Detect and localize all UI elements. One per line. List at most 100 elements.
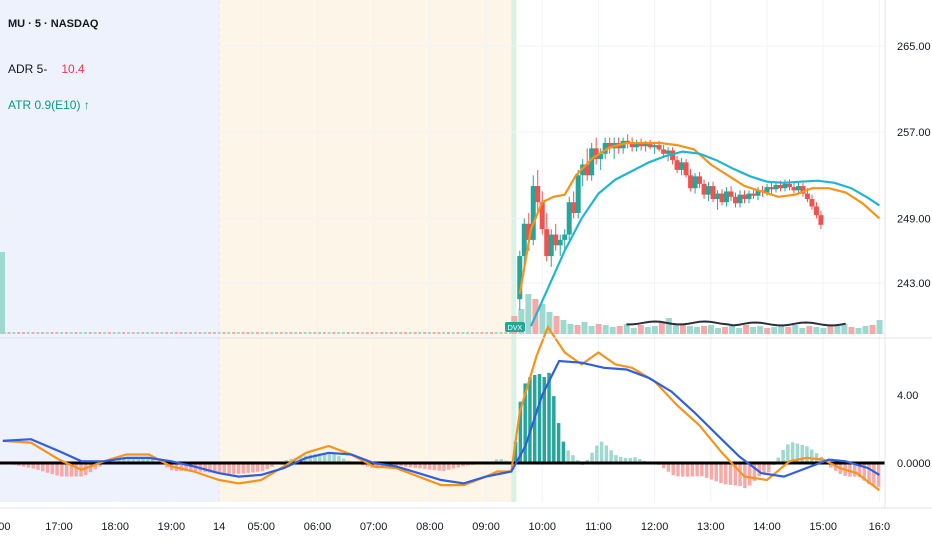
- oscillator-bar: [552, 396, 556, 463]
- candle-body: [575, 175, 581, 213]
- volume-bar: [260, 332, 264, 334]
- volume-bar: [778, 326, 785, 334]
- volume-bar: [848, 327, 855, 334]
- oscillator-bar: [36, 463, 40, 470]
- oscillator-bar: [327, 452, 332, 463]
- candle-body: [625, 140, 631, 143]
- oscillator-bar: [93, 463, 98, 470]
- candle-body: [584, 164, 590, 176]
- candle-body: [571, 202, 577, 213]
- oscillator-bar: [64, 463, 69, 477]
- volume-bar: [222, 332, 226, 334]
- oscillator-bar: [728, 463, 733, 485]
- candle-body: [804, 193, 810, 199]
- volume-bar: [437, 332, 441, 334]
- volume-bar: [112, 332, 116, 334]
- candle-body: [786, 183, 792, 188]
- volume-bar: [64, 332, 68, 334]
- oscillator-bar: [365, 463, 370, 467]
- oscillator-bar: [867, 463, 871, 485]
- oscillator-bar: [809, 449, 814, 463]
- candle-body: [719, 193, 725, 203]
- price-axis-ticks[interactable]: 243.00 249.00 257.00 265.00 0.0000 4.00: [897, 41, 931, 470]
- candle-body: [818, 215, 824, 225]
- candle-body: [800, 186, 806, 194]
- symbol-label[interactable]: MU · 5 · NASDAQ: [8, 18, 99, 30]
- candle-body: [791, 187, 797, 191]
- ema-slow-line: [529, 150, 881, 327]
- volume-bar: [203, 332, 207, 334]
- volume-bar: [446, 332, 450, 334]
- oscillator-bar: [790, 442, 795, 463]
- volume-bar: [45, 332, 49, 334]
- oscillator-bar: [566, 450, 570, 463]
- oscillator-bar: [752, 463, 757, 481]
- overnight-session-bg: [0, 0, 220, 502]
- volume-bar: [60, 332, 64, 334]
- candlesticks: [517, 134, 824, 310]
- oscillator-bar: [609, 450, 613, 463]
- volume-bar: [103, 332, 107, 334]
- oscillator-bar: [21, 463, 26, 467]
- volume-bar: [150, 332, 154, 334]
- candle-body: [665, 150, 671, 154]
- candle-body: [755, 190, 761, 196]
- session-badge: DVX: [505, 322, 525, 332]
- oscillator-bar: [222, 463, 227, 474]
- oscillator-tick-label: 4.00: [897, 390, 918, 402]
- oscillator-bar: [724, 463, 728, 485]
- volume-bar: [451, 332, 455, 334]
- volume-bar: [869, 325, 876, 334]
- oscillator-bar: [829, 463, 833, 468]
- candle-body: [553, 234, 559, 246]
- candle-body: [539, 202, 545, 230]
- oscillator-bar: [236, 463, 241, 474]
- volume-bar: [2, 332, 6, 334]
- volume-bar: [232, 332, 236, 334]
- volume-histogram: [0, 252, 883, 334]
- volume-bar: [862, 326, 869, 334]
- volume-bar: [489, 332, 493, 334]
- oscillator-bar: [232, 463, 236, 474]
- oscillator-bar: [781, 449, 785, 463]
- volume-bar: [122, 332, 126, 334]
- volume-bar: [7, 332, 11, 334]
- candle-body: [746, 193, 752, 199]
- oscillator-bar: [547, 372, 551, 463]
- time-tick-label: 19:00: [158, 521, 186, 533]
- oscillator-bar: [757, 463, 761, 477]
- volume-bar: [389, 332, 393, 334]
- volume-bar: [442, 332, 446, 334]
- candle-body: [562, 234, 568, 240]
- oscillator-bar: [561, 441, 566, 463]
- oscillator-bar: [122, 458, 126, 463]
- volume-bar: [0, 252, 5, 334]
- oscillator-bar: [614, 455, 618, 463]
- volume-bar: [736, 328, 743, 334]
- candle-body: [728, 191, 734, 197]
- candle-body: [629, 142, 635, 148]
- oscillator-bar: [418, 463, 422, 469]
- volume-bar: [841, 324, 848, 334]
- volume-bar: [341, 332, 345, 334]
- oscillator-bar: [255, 463, 260, 472]
- candle-body: [544, 229, 550, 257]
- volume-bar: [198, 332, 202, 334]
- oscillator-bar: [494, 459, 499, 463]
- candle-body: [661, 149, 667, 154]
- oscillator-slow-line: [2, 359, 880, 485]
- volume-bar: [284, 332, 288, 334]
- volume-bar: [404, 332, 408, 334]
- candle-body: [643, 144, 649, 147]
- volume-bar: [160, 332, 164, 334]
- oscillator-bar: [786, 444, 790, 463]
- time-tick-label: 12:00: [641, 521, 669, 533]
- volume-bar: [785, 327, 792, 334]
- time-axis-ticks[interactable]: :00 17:00 18:00 19:00 14 05:00 06:00 07:00 08:00…: [0, 521, 890, 533]
- candle-body: [697, 176, 703, 184]
- session-backgrounds: [0, 0, 517, 502]
- volume-bar: [308, 332, 312, 334]
- candle-body: [589, 148, 595, 176]
- oscillator-bar: [542, 377, 547, 463]
